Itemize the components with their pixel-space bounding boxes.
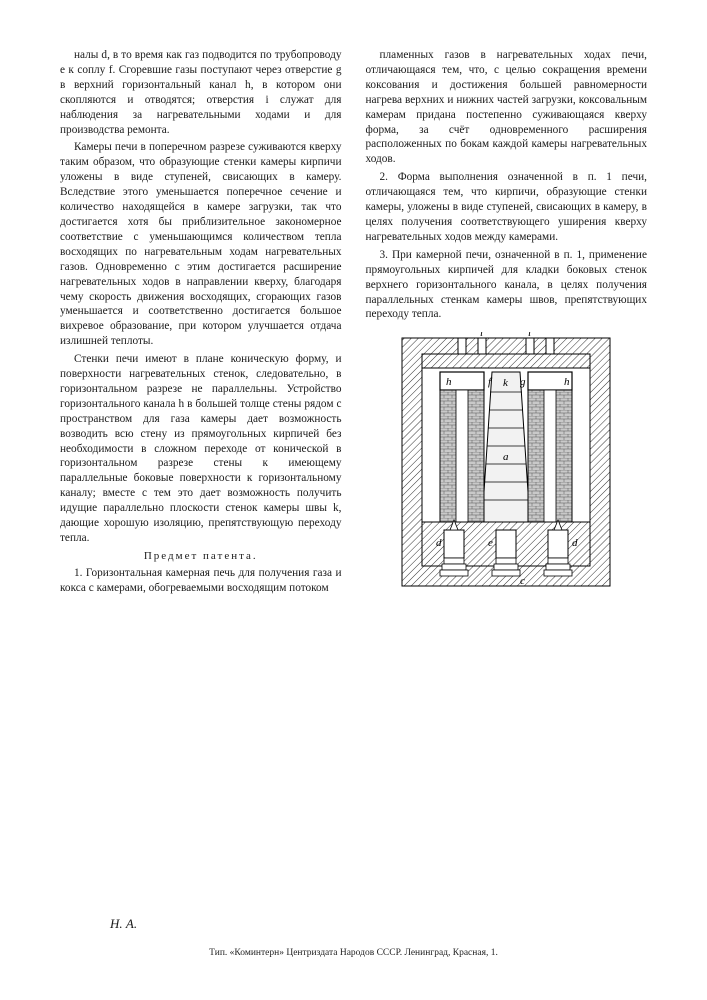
body-columns: налы d, в то время как газ подводится по… [60,48,647,596]
label-i2: i [528,332,531,339]
initials: Н. А. [110,916,137,932]
label-d1: d [436,537,442,549]
label-i1: i [480,332,483,339]
left-flue [440,390,484,522]
para-l1: налы d, в то время как газ подводится по… [60,48,342,137]
claim-1: 1. Горизонтальная камерная печь для полу… [60,566,342,596]
label-h1: h [446,376,452,388]
label-h2: h [564,376,570,388]
label-c: c [520,575,525,587]
right-flue [528,390,572,522]
section-title: Предмет патента. [60,549,342,564]
para-l2: Камеры печи в поперечном разрезе суживаю… [60,140,342,349]
figure-cross-section: i i h h f g k a d d e c [396,332,616,592]
label-d2: d [572,537,578,549]
page: налы d, в то время как газ подводится по… [0,0,707,1000]
label-g: g [520,376,526,388]
para-r3: 3. При камерной печи, означенной в п. 1,… [366,248,648,323]
figure-svg: i i h h f g k a d d e c [396,332,616,592]
para-r1: пламенных газов в нагревательных ходах п… [366,48,648,167]
imprint-line: Тип. «Коминтерн» Центриздата Народов ССС… [0,948,707,958]
label-e: e [488,537,493,549]
para-l3: Стенки печи имеют в плане коническую фор… [60,352,342,546]
para-r2: 2. Форма выполнения означенной в п. 1 пе… [366,170,648,245]
label-a: a [503,451,509,463]
